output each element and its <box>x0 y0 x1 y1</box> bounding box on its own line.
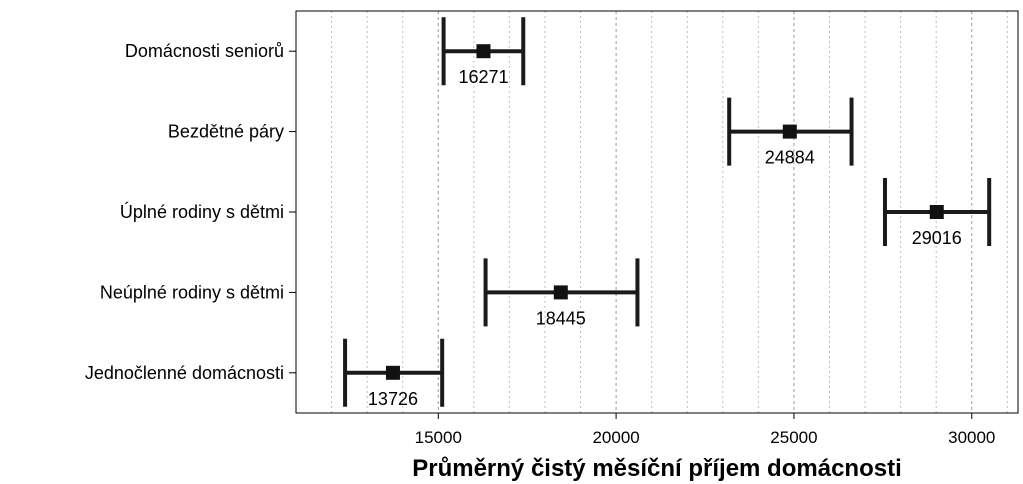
data-point-marker <box>554 285 568 299</box>
data-point-marker <box>930 205 944 219</box>
data-point-group: 13726 <box>345 339 442 409</box>
category-label: Neúplné rodiny s dětmi <box>100 282 284 302</box>
data-value-label: 16271 <box>458 67 508 87</box>
x-tick-label: 15000 <box>415 428 462 447</box>
category-label: Jednočlenné domácnosti <box>85 363 284 383</box>
category-label: Úplné rodiny s dětmi <box>120 201 284 222</box>
x-axis: 15000 20000 25000 30000 <box>415 413 996 447</box>
x-axis-title: Průměrný čistý měsíční příjem domácnosti <box>412 455 902 482</box>
x-tick-label: 20000 <box>592 428 639 447</box>
x-tick-label: 30000 <box>948 428 995 447</box>
data-point-group: 18445 <box>486 258 638 328</box>
category-label: Bezdětné páry <box>168 122 284 142</box>
data-point-group: 16271 <box>444 17 524 87</box>
data-point-marker <box>386 366 400 380</box>
category-label: Domácnosti seniorů <box>125 41 284 61</box>
x-tick-label: 25000 <box>770 428 817 447</box>
data-point-group: 24884 <box>729 98 851 168</box>
data-value-label: 29016 <box>912 228 962 248</box>
data-value-label: 24884 <box>765 148 815 168</box>
data-value-label: 13726 <box>368 389 418 409</box>
y-axis: Domácnosti seniorů Bezdětné páry Úplné rod… <box>85 41 296 383</box>
series-points: 16271 24884 29016 18445 13726 <box>345 17 989 409</box>
data-point-marker <box>783 125 797 139</box>
data-point-marker <box>476 44 490 58</box>
data-value-label: 18445 <box>536 308 586 328</box>
